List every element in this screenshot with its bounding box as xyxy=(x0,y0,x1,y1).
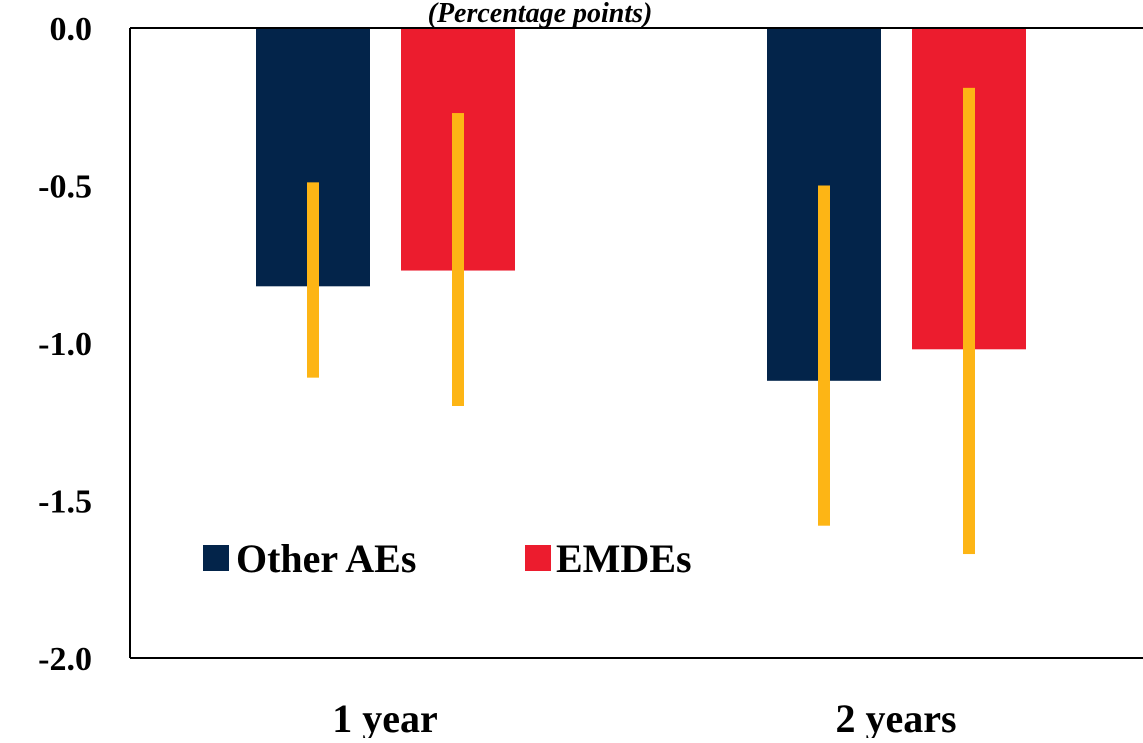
y-tick-label: -1.5 xyxy=(38,484,92,521)
x-category-labels: 1 year 2 years xyxy=(332,696,956,741)
y-tick-label: -0.5 xyxy=(38,169,92,206)
y-tick-label: -2.0 xyxy=(38,641,92,678)
chart-subtitle: (Percentage points) xyxy=(428,0,653,29)
bars-layer xyxy=(256,28,1026,381)
error-bar-other-aes-2 xyxy=(818,185,830,526)
error-bar-emdes-2 xyxy=(963,87,975,555)
legend-label-emdes: EMDEs xyxy=(556,536,692,581)
error-bars-layer xyxy=(307,87,975,555)
y-tick-label: 0.0 xyxy=(50,11,93,48)
x-category-label: 1 year xyxy=(332,696,438,738)
legend-label-other-aes: Other AEs xyxy=(236,536,416,581)
legend: Other AEs EMDEs xyxy=(203,536,692,581)
legend-swatch-emdes xyxy=(525,545,551,571)
error-bar-other-aes-1 xyxy=(307,182,319,378)
y-tick-label: -1.0 xyxy=(38,326,92,363)
legend-swatch-other-aes xyxy=(203,545,229,571)
x-category-label: 2 years xyxy=(835,696,956,738)
error-bar-emdes-1 xyxy=(452,113,464,407)
y-tick-labels: 0.0 -0.5 -1.0 -1.5 -2.0 xyxy=(38,11,92,678)
axes-layer xyxy=(129,27,1143,659)
